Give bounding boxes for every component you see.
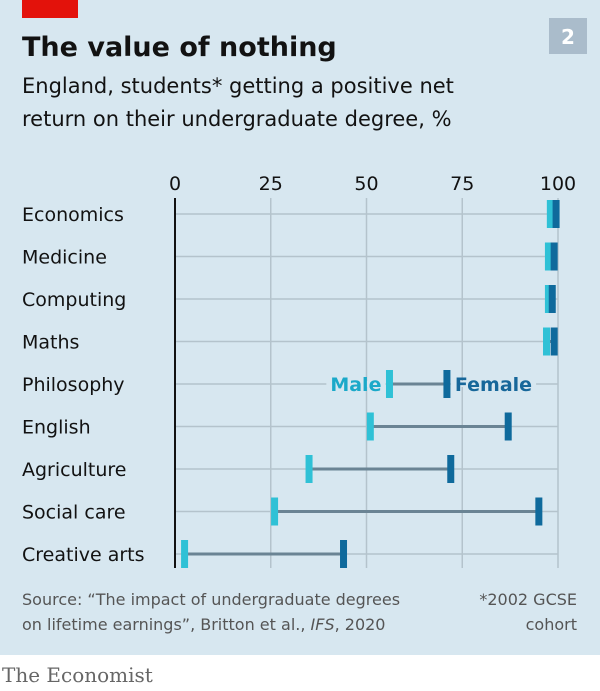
category-label: Agriculture bbox=[22, 459, 127, 481]
footnote-line2: cohort bbox=[526, 615, 577, 634]
category-label: Creative arts bbox=[22, 544, 145, 566]
category-label: Social care bbox=[22, 502, 126, 524]
category-label: Computing bbox=[22, 289, 126, 311]
female-marker bbox=[447, 455, 455, 483]
chart-title: The value of nothing bbox=[22, 32, 337, 63]
male-marker bbox=[271, 497, 279, 526]
chart-panel bbox=[0, 0, 600, 655]
female-marker bbox=[548, 285, 556, 313]
chart-number: 2 bbox=[561, 25, 575, 49]
chart-number-badge bbox=[549, 18, 587, 54]
male-marker bbox=[544, 242, 552, 271]
category-label: Economics bbox=[22, 204, 124, 226]
legend-female: Female bbox=[455, 374, 532, 396]
female-marker bbox=[550, 242, 558, 271]
x-tick-label: 25 bbox=[259, 173, 283, 195]
chart-subtitle-line2: return on their undergraduate degree, % bbox=[22, 107, 452, 131]
x-tick-label: 0 bbox=[169, 173, 181, 195]
male-marker bbox=[181, 540, 189, 568]
female-marker bbox=[552, 200, 560, 228]
x-tick-label: 75 bbox=[450, 173, 474, 195]
male-marker bbox=[546, 200, 554, 228]
category-label: Medicine bbox=[22, 247, 107, 269]
x-tick-label: 50 bbox=[354, 173, 378, 195]
legend-backdrop bbox=[326, 381, 386, 387]
chart-subtitle-line1: England, students* getting a positive ne… bbox=[22, 74, 454, 98]
legend-backdrop bbox=[450, 381, 537, 387]
category-label: Maths bbox=[22, 332, 79, 354]
x-tick-label: 100 bbox=[540, 173, 576, 195]
male-marker bbox=[544, 285, 552, 313]
category-label: Philosophy bbox=[22, 374, 125, 396]
female-marker bbox=[340, 540, 348, 568]
male-marker bbox=[305, 455, 313, 483]
category-label: English bbox=[22, 417, 91, 439]
accent-bar bbox=[22, 0, 78, 18]
footnote-line1: *2002 GCSE bbox=[479, 590, 577, 609]
source-line2: on lifetime earnings”, Britton et al., I… bbox=[22, 615, 385, 634]
male-marker bbox=[385, 370, 393, 398]
male-marker bbox=[366, 412, 374, 441]
brand-logo: The Economist bbox=[2, 663, 153, 687]
female-marker bbox=[550, 327, 558, 356]
female-marker bbox=[504, 412, 512, 441]
male-marker bbox=[543, 327, 551, 356]
female-marker bbox=[535, 497, 543, 526]
female-marker bbox=[443, 370, 451, 398]
source-line1: Source: “The impact of undergraduate deg… bbox=[22, 590, 400, 609]
legend-male: Male bbox=[330, 374, 381, 396]
